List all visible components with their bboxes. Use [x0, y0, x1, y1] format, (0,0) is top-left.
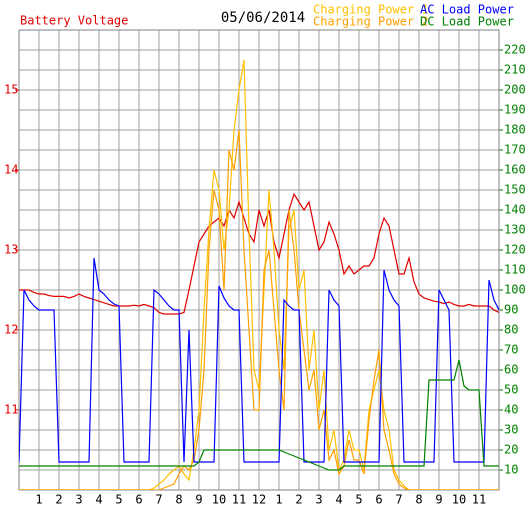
x-tick-label: 11 [472, 493, 486, 507]
y2-tick-label: 180 [504, 123, 526, 137]
y2-tick-label: 60 [504, 363, 518, 377]
y2-tick-label: 150 [504, 183, 526, 197]
y2-tick-label: 20 [504, 443, 518, 457]
x-tick-label: 7 [155, 493, 162, 507]
y-tick-label: 14 [4, 163, 18, 177]
y2-tick-label: 130 [504, 223, 526, 237]
y2-tick-label: 10 [504, 463, 518, 477]
series-line [19, 129, 499, 490]
y2-tick-label: 220 [504, 43, 526, 57]
x-tick-label: 4 [95, 493, 102, 507]
x-tick-label: 12 [252, 493, 266, 507]
series-line [19, 59, 499, 490]
y2-tick-label: 110 [504, 263, 526, 277]
chart-title: 05/06/2014 [221, 10, 305, 26]
y2-tick-label: 120 [504, 243, 526, 257]
y-tick-label: 15 [4, 83, 18, 97]
y2-tick-label: 70 [504, 343, 518, 357]
series-line [19, 257, 499, 463]
y2-tick-label: 80 [504, 323, 518, 337]
x-tick-label: 10 [212, 493, 226, 507]
x-tick-label: 8 [175, 493, 182, 507]
x-tick-label: 2 [295, 493, 302, 507]
y2-tick-label: 100 [504, 283, 526, 297]
x-tick-label: 11 [232, 493, 246, 507]
x-tick-label: 1 [275, 493, 282, 507]
y2-tick-label: 160 [504, 163, 526, 177]
legend-entry: Battery Voltage [20, 14, 128, 28]
plot-border [18, 29, 500, 491]
x-tick-label: 2 [55, 493, 62, 507]
y2-tick-label: 170 [504, 143, 526, 157]
legend-entry: DC Load Power [420, 15, 514, 29]
x-tick-label: 10 [452, 493, 466, 507]
y2-tick-label: 50 [504, 383, 518, 397]
y2-tick-label: 210 [504, 63, 526, 77]
legend-entry: Charging Power 1 [313, 3, 429, 17]
y2-tick-label: 30 [504, 423, 518, 437]
legend-entry: Charging Power 2 [313, 15, 429, 29]
y2-tick-label: 200 [504, 83, 526, 97]
y-tick-label: 11 [4, 403, 18, 417]
x-tick-label: 4 [335, 493, 342, 507]
y-tick-label: 13 [4, 243, 18, 257]
series-line [19, 359, 499, 471]
y2-tick-label: 140 [504, 203, 526, 217]
x-tick-label: 5 [355, 493, 362, 507]
x-tick-label: 8 [415, 493, 422, 507]
x-tick-label: 3 [75, 493, 82, 507]
x-tick-label: 6 [135, 493, 142, 507]
series-line [19, 192, 499, 315]
y2-tick-label: 40 [504, 403, 518, 417]
x-tick-label: 6 [375, 493, 382, 507]
x-tick-label: 5 [115, 493, 122, 507]
x-tick-label: 7 [395, 493, 402, 507]
legend-entry: AC Load Power [420, 3, 514, 17]
x-tick-label: 1 [35, 493, 42, 507]
x-tick-label: 9 [435, 493, 442, 507]
x-tick-label: 3 [315, 493, 322, 507]
y2-tick-label: 190 [504, 103, 526, 117]
y-tick-label: 12 [4, 323, 18, 337]
y2-tick-label: 90 [504, 303, 518, 317]
x-tick-label: 9 [195, 493, 202, 507]
